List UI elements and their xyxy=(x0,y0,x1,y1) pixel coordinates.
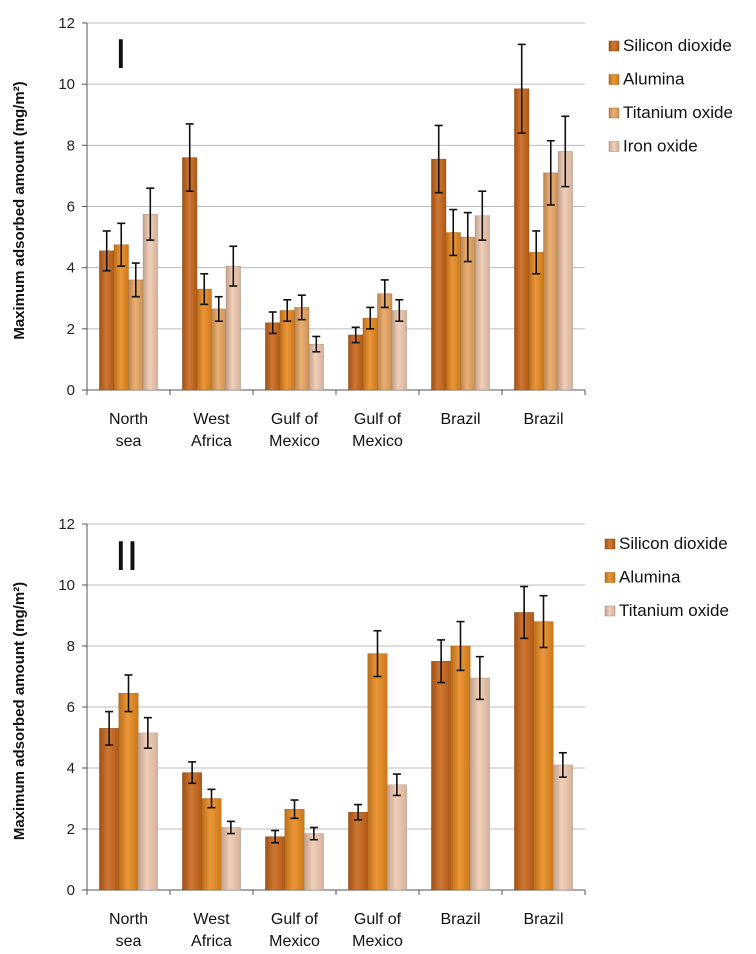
legend: Silicon dioxide Alumina Titanium oxide Iron… xyxy=(608,36,733,156)
y-tick-label: 12 xyxy=(58,15,75,32)
legend: Silicon dioxide Alumina Titanium oxide xyxy=(604,534,729,620)
bar xyxy=(514,88,530,391)
bar xyxy=(552,764,573,891)
x-tick-label: Gulf of xyxy=(271,411,319,428)
bar xyxy=(367,653,388,891)
x-tick-label: Africa xyxy=(191,433,232,450)
legend-label: Alumina xyxy=(623,70,685,89)
chart-panel-2: 0 2 4 6 8 10 12 Maximum adsorbed amount (mg/m²)… xyxy=(11,516,729,950)
bar xyxy=(431,661,452,891)
bar xyxy=(284,808,305,891)
legend-swatch xyxy=(608,74,620,85)
x-tick-label: Brazil xyxy=(523,911,563,928)
x-tick-label: Gulf of xyxy=(354,411,402,428)
y-axis-label: Maximum adsorbed amount (mg/m²) xyxy=(11,81,28,339)
bar xyxy=(118,693,139,891)
bar xyxy=(182,157,198,391)
bar xyxy=(303,833,324,891)
legend-label: Titanium oxide xyxy=(623,103,733,122)
x-tick-label: Africa xyxy=(191,933,232,949)
bar xyxy=(220,827,241,891)
legend-label: Silicon dioxide xyxy=(619,534,728,553)
bar xyxy=(137,732,158,891)
panel-label: I xyxy=(115,30,127,77)
x-tick-label: North xyxy=(109,411,148,428)
legend-label: Titanium oxide xyxy=(619,601,729,620)
y-tick-label: 0 xyxy=(67,382,75,399)
y-tick-label: 2 xyxy=(67,821,75,838)
x-tick-label: Brazil xyxy=(523,411,563,428)
y-tick-label: 8 xyxy=(67,137,75,154)
bar xyxy=(431,158,447,391)
bar xyxy=(182,772,203,891)
bar xyxy=(279,310,295,391)
y-tick-label: 0 xyxy=(67,882,75,899)
y-tick-label: 4 xyxy=(67,760,75,777)
legend-swatch xyxy=(608,141,620,152)
bar xyxy=(201,798,222,891)
x-tick-label: West xyxy=(193,911,230,928)
bar xyxy=(469,677,490,891)
x-tick-label: sea xyxy=(116,433,142,450)
x-tick-label: Brazil xyxy=(440,911,480,928)
x-tick-label: West xyxy=(193,411,230,428)
x-tick-label: Gulf of xyxy=(271,911,319,928)
y-tick-label: 4 xyxy=(67,260,75,277)
x-tick-label: Mexico xyxy=(269,433,320,450)
x-tick-label: Brazil xyxy=(440,411,480,428)
legend-swatch xyxy=(608,107,620,119)
legend-swatch xyxy=(604,538,616,550)
bar xyxy=(450,645,471,891)
legend-label: Alumina xyxy=(619,568,681,587)
y-tick-label: 2 xyxy=(67,321,75,338)
x-tick-label: North xyxy=(109,911,148,928)
y-tick-label: 6 xyxy=(67,699,75,716)
legend-swatch xyxy=(604,572,616,583)
bar xyxy=(391,310,407,391)
bar xyxy=(265,836,286,891)
bar xyxy=(386,784,407,891)
bar xyxy=(348,812,369,891)
x-tick-label: Gulf of xyxy=(354,911,402,928)
bar xyxy=(533,621,554,891)
y-tick-label: 12 xyxy=(58,516,75,533)
x-tick-label: sea xyxy=(116,933,142,949)
panel-label: II xyxy=(115,532,138,579)
legend-swatch xyxy=(604,605,616,617)
x-tick-label: Mexico xyxy=(352,933,403,949)
chart-panel-1: 0 2 4 6 8 10 12 Maximum adsorbed amount (mg/m²)… xyxy=(11,15,733,450)
y-tick-label: 10 xyxy=(58,76,75,93)
bar xyxy=(99,728,120,891)
y-tick-label: 10 xyxy=(58,577,75,594)
bar xyxy=(514,612,535,891)
legend-swatch xyxy=(608,40,620,52)
y-axis-label: Maximum adsorbed amount (mg/m²) xyxy=(11,582,28,840)
bar xyxy=(99,250,115,391)
legend-label: Iron oxide xyxy=(623,137,698,156)
x-tick-label: Mexico xyxy=(269,933,320,949)
legend-label: Silicon dioxide xyxy=(623,36,732,55)
bar xyxy=(474,215,490,391)
y-tick-label: 8 xyxy=(67,638,75,655)
y-tick-label: 6 xyxy=(67,199,75,216)
x-tick-label: Mexico xyxy=(352,433,403,450)
